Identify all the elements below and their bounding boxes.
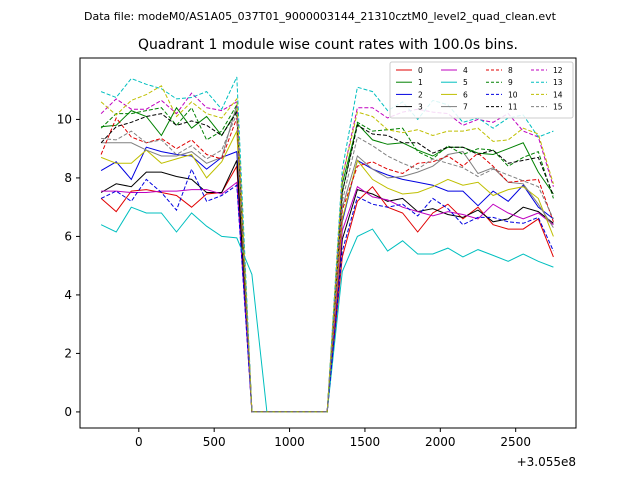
series-line-12 bbox=[100, 92, 554, 413]
legend-label-2: 2 bbox=[418, 90, 423, 99]
series-line-2 bbox=[100, 146, 554, 413]
legend-label-12: 12 bbox=[553, 66, 563, 75]
legend-label-9: 9 bbox=[508, 78, 513, 87]
x-tick-label: 1000 bbox=[274, 435, 305, 449]
legend-label-3: 3 bbox=[418, 103, 423, 112]
legend-label-11: 11 bbox=[508, 103, 518, 112]
x-tick-label: 2500 bbox=[500, 435, 531, 449]
legend-box bbox=[389, 61, 574, 119]
y-tick-label: 4 bbox=[64, 288, 72, 302]
legend-label-10: 10 bbox=[508, 90, 518, 99]
legend-label-4: 4 bbox=[463, 66, 468, 75]
legend-label-8: 8 bbox=[508, 66, 513, 75]
series-line-14 bbox=[100, 85, 554, 413]
chart-title: Quadrant 1 module wise count rates with … bbox=[138, 37, 518, 53]
series-line-6 bbox=[100, 129, 554, 413]
legend-label-1: 1 bbox=[418, 78, 423, 87]
x-tick-label: 1500 bbox=[350, 435, 381, 449]
series-line-10 bbox=[100, 167, 554, 413]
legend-label-5: 5 bbox=[463, 78, 468, 87]
legend-label-6: 6 bbox=[463, 90, 468, 99]
series-line-13 bbox=[100, 76, 554, 413]
series-line-9 bbox=[100, 103, 554, 413]
legend-label-14: 14 bbox=[553, 90, 563, 99]
x-tick-label: 2000 bbox=[425, 435, 456, 449]
data-file-label: Data file: modeM0/AS1A05_037T01_90000031… bbox=[84, 10, 557, 23]
y-tick-label: 10 bbox=[57, 112, 72, 126]
y-tick-label: 0 bbox=[64, 405, 72, 419]
x-axis: 0 500 1000 1500 2000 2500 bbox=[135, 428, 531, 449]
series-line-8 bbox=[100, 117, 554, 413]
series-line-11 bbox=[100, 110, 554, 413]
y-tick-label: 8 bbox=[64, 171, 72, 185]
y-tick-label: 2 bbox=[64, 346, 72, 360]
y-tick-label: 6 bbox=[64, 229, 72, 243]
plot-frame bbox=[79, 57, 577, 429]
plot-lines bbox=[100, 76, 554, 413]
series-line-7 bbox=[101, 104, 554, 413]
legend-label-13: 13 bbox=[553, 78, 563, 87]
series-line-4 bbox=[101, 181, 554, 413]
x-tick-label: 500 bbox=[203, 435, 226, 449]
series-line-0 bbox=[100, 164, 554, 413]
x-tick-label: 0 bbox=[135, 435, 143, 449]
y-axis: 0 2 4 6 8 10 bbox=[57, 112, 80, 419]
series-line-15 bbox=[101, 113, 554, 413]
series-line-5 bbox=[100, 206, 554, 413]
legend-label-15: 15 bbox=[553, 103, 563, 112]
x-offset-label: +3.055e8 bbox=[517, 455, 576, 469]
legend-label-7: 7 bbox=[463, 103, 468, 112]
legend-label-0: 0 bbox=[418, 66, 423, 75]
